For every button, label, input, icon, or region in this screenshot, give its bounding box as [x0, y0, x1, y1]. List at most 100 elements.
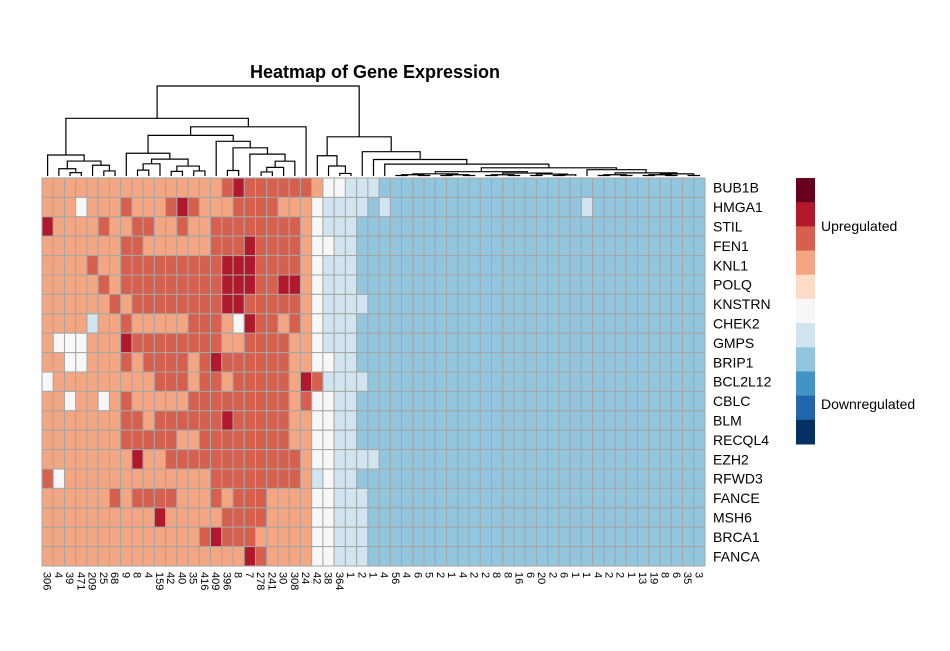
- heatmap-cell: [637, 429, 650, 451]
- heatmap-cell: [311, 410, 324, 431]
- heatmap-cell: [592, 390, 605, 412]
- heatmap-cell: [299, 526, 313, 548]
- heatmap-cell: [547, 487, 560, 509]
- heatmap-cell: [693, 255, 706, 276]
- column-label: 7: [243, 572, 255, 578]
- heatmap-cell: [232, 216, 245, 237]
- heatmap-cell: [412, 196, 425, 218]
- heatmap-cell: [187, 429, 200, 451]
- heatmap-cell: [446, 410, 459, 431]
- dendrogram-branch: [462, 174, 476, 177]
- heatmap-cell: [299, 390, 313, 412]
- heatmap-cell: [569, 332, 582, 354]
- heatmap-cell: [120, 196, 133, 218]
- heatmap-cell: [277, 449, 290, 470]
- heatmap-cell: [367, 429, 380, 451]
- heatmap-cell: [255, 390, 268, 412]
- heatmap-cell: [524, 487, 537, 509]
- heatmap-cell: [637, 371, 650, 392]
- heatmap-cell: [637, 332, 650, 354]
- heatmap-cell: [41, 313, 54, 334]
- heatmap-cell: [625, 313, 639, 334]
- heatmap-cell: [176, 177, 189, 198]
- heatmap-cell: [682, 526, 695, 548]
- heatmap-cell: [255, 332, 268, 354]
- heatmap-cell: [625, 410, 639, 431]
- heatmap-cell: [412, 255, 425, 276]
- heatmap-cell: [502, 177, 515, 198]
- heatmap-cell: [255, 526, 268, 548]
- heatmap-cell: [614, 196, 627, 218]
- heatmap-cell: [41, 487, 54, 509]
- heatmap-cell: [659, 293, 672, 315]
- heatmap-cell: [232, 449, 245, 470]
- heatmap-cell: [288, 274, 301, 295]
- heatmap-cell: [210, 429, 223, 451]
- heatmap-cell: [288, 410, 301, 431]
- heatmap-cell: [558, 313, 571, 334]
- dendrogram-branch: [327, 165, 347, 176]
- heatmap-cell: [120, 352, 133, 373]
- heatmap-cell: [86, 235, 99, 257]
- heatmap-cell: [131, 371, 144, 392]
- column-label: 1: [625, 572, 637, 578]
- dendrogram-branch: [65, 117, 249, 156]
- heatmap-cell: [142, 468, 155, 489]
- heatmap-cell: [693, 196, 706, 218]
- heatmap-cell: [513, 371, 526, 392]
- heatmap-cell: [637, 390, 650, 412]
- legend-upregulated-label: Upregulated: [821, 218, 897, 234]
- heatmap-cell: [367, 196, 380, 218]
- heatmap-cell: [266, 293, 279, 315]
- heatmap-cell: [108, 546, 122, 567]
- heatmap-cell: [457, 177, 470, 198]
- color-legend: Upregulated Downregulated: [796, 178, 915, 445]
- heatmap-cell: [412, 313, 425, 334]
- heatmap-cell: [356, 507, 369, 528]
- heatmap-cell: [299, 429, 313, 451]
- heatmap-cell: [75, 332, 88, 354]
- heatmap-cell: [412, 274, 425, 295]
- heatmap-cell: [86, 255, 99, 276]
- heatmap-cell: [558, 429, 571, 451]
- heatmap-cell: [75, 449, 88, 470]
- heatmap-cell: [682, 235, 695, 257]
- heatmap-cell: [142, 371, 155, 392]
- heatmap-cell: [266, 487, 279, 509]
- heatmap-cell: [614, 274, 627, 295]
- heatmap-cell: [524, 507, 537, 528]
- heatmap-cell: [86, 410, 99, 431]
- heatmap-cell: [637, 410, 650, 431]
- heatmap-cell: [558, 487, 571, 509]
- heatmap-cell: [637, 449, 650, 470]
- heatmap-cell: [423, 313, 436, 334]
- heatmap-cell: [446, 293, 459, 315]
- heatmap-cell: [446, 507, 459, 528]
- heatmap-cell: [513, 216, 526, 237]
- column-label: 8: [232, 572, 244, 578]
- heatmap-cell: [120, 293, 133, 315]
- heatmap-cell: [558, 235, 571, 257]
- heatmap-cell: [412, 410, 425, 431]
- heatmap-cell: [356, 235, 369, 257]
- heatmap-cell: [412, 293, 425, 315]
- heatmap-cell: [569, 429, 582, 451]
- heatmap-cell: [120, 449, 133, 470]
- heatmap-cell: [41, 429, 54, 451]
- heatmap-cell: [344, 507, 358, 528]
- heatmap-cell: [52, 293, 65, 315]
- heatmap-cell: [502, 468, 515, 489]
- heatmap-cell: [547, 332, 560, 354]
- heatmap-cell: [120, 255, 133, 276]
- heatmap-cell: [367, 390, 380, 412]
- heatmap-cell: [513, 390, 526, 412]
- heatmap-cell: [412, 235, 425, 257]
- dendrogram-branch: [150, 158, 189, 167]
- heatmap-cell: [378, 177, 391, 198]
- heatmap-cell: [277, 546, 290, 567]
- heatmap-cell: [580, 410, 594, 431]
- heatmap-cell: [648, 235, 661, 257]
- heatmap-cell: [569, 235, 582, 257]
- heatmap-cell: [153, 546, 167, 567]
- legend-swatch: [796, 395, 815, 421]
